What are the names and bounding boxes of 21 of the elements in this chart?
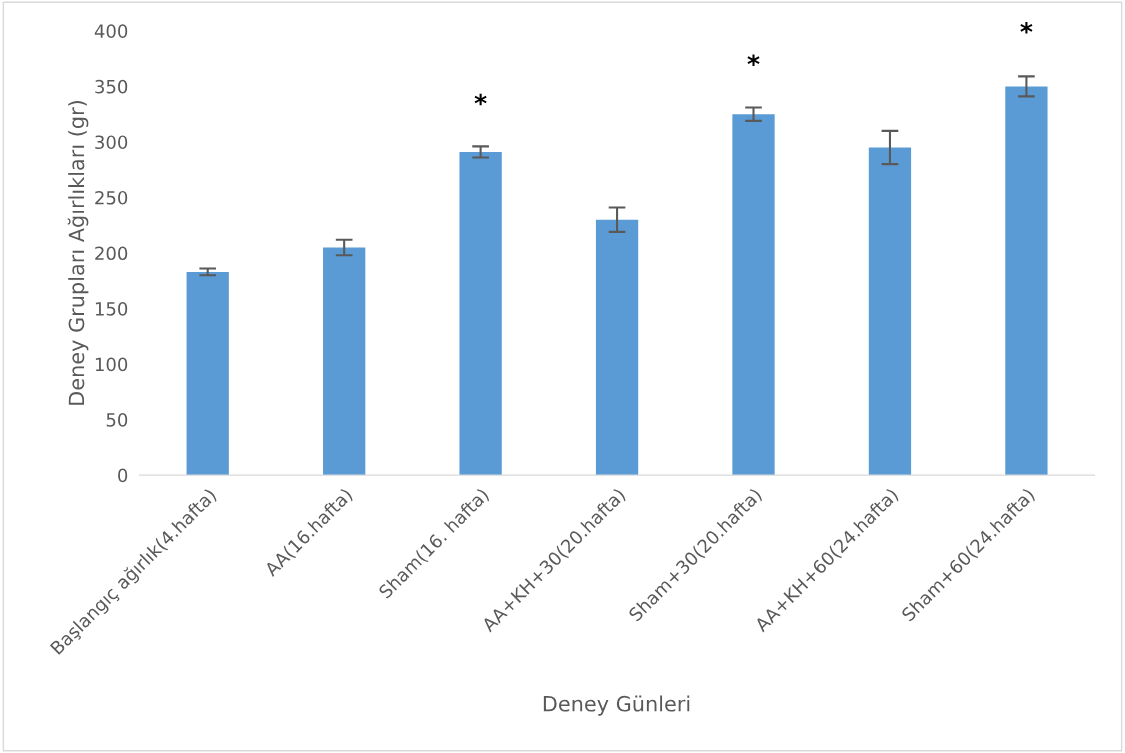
y-tick-label: 150	[95, 302, 128, 316]
y-tick-label: 0	[118, 468, 128, 483]
annotation: *	[747, 54, 760, 66]
y-tick-label: 250	[95, 190, 128, 205]
annotation: *	[474, 93, 487, 106]
bar	[459, 151, 502, 476]
bar	[323, 247, 366, 476]
y-tick-label: 200	[95, 246, 128, 261]
y-tick-label: 400	[94, 24, 128, 38]
y-tick-label: 50	[106, 413, 128, 427]
bar	[1005, 86, 1048, 476]
bar	[595, 219, 639, 476]
y-tick-label: 350	[95, 79, 128, 94]
annotation: *	[1020, 21, 1033, 34]
bar	[732, 114, 775, 476]
bar	[868, 147, 912, 476]
bar	[186, 271, 229, 476]
y-axis-title: Deney Grupları Ağırlıkları (gr)	[67, 101, 89, 405]
y-tick-label: 100	[95, 357, 128, 372]
y-tick-label: 300	[95, 135, 128, 150]
x-axis-title: Deney Günleri	[543, 695, 690, 716]
